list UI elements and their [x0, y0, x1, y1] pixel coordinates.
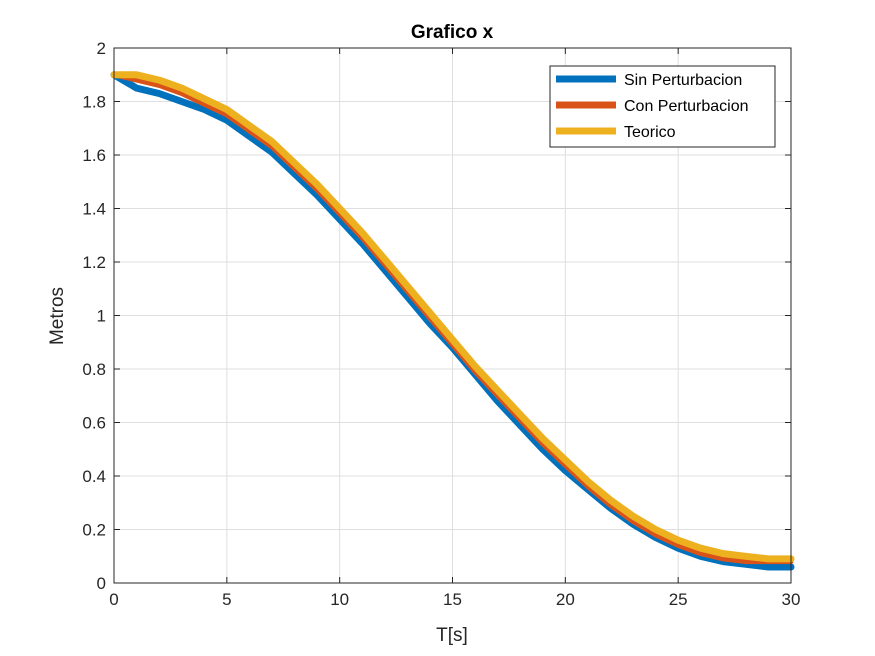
- x-tick-label: 30: [782, 590, 801, 609]
- y-tick-label: 1.4: [82, 200, 106, 219]
- y-tick-label: 1: [97, 307, 106, 326]
- tick-labels: 0 5 10 15 20 25 30 0 0.2 0.4 0.6 0.8 1 1.2 1.4 1.6 1.8 2: [82, 39, 800, 609]
- x-tick-label: 5: [222, 590, 231, 609]
- legend: Sin Perturbacion Con Perturbacion Teoric…: [549, 65, 776, 148]
- x-tick-label: 0: [109, 590, 118, 609]
- y-tick-label: 0: [97, 574, 106, 593]
- x-tick-label: 10: [330, 590, 349, 609]
- x-axis-label: T[s]: [436, 625, 468, 646]
- y-tick-label: 1.2: [82, 253, 106, 272]
- y-tick-label: 2: [97, 39, 106, 58]
- y-tick-label: 1.8: [82, 93, 106, 112]
- y-axis-label: Metros: [47, 287, 68, 345]
- y-tick-label: 0.4: [82, 467, 106, 486]
- series-layer: [110, 71, 795, 571]
- axis-ticks: [113, 47, 792, 584]
- x-tick-label: 20: [556, 590, 575, 609]
- legend-label-teorico: Teorico: [624, 124, 676, 141]
- y-tick-label: 1.6: [82, 146, 106, 165]
- y-tick-label: 0.6: [82, 414, 106, 433]
- legend-label-con-perturbacion: Con Perturbacion: [624, 98, 749, 115]
- legend-label-sin-perturbacion: Sin Perturbacion: [624, 72, 742, 89]
- chart-title: Grafico x: [411, 22, 494, 43]
- x-tick-label: 25: [669, 590, 688, 609]
- series-line-teorico: [110, 71, 795, 563]
- x-tick-label: 15: [443, 590, 462, 609]
- y-tick-label: 0.8: [82, 360, 106, 379]
- y-tick-label: 0.2: [82, 521, 106, 540]
